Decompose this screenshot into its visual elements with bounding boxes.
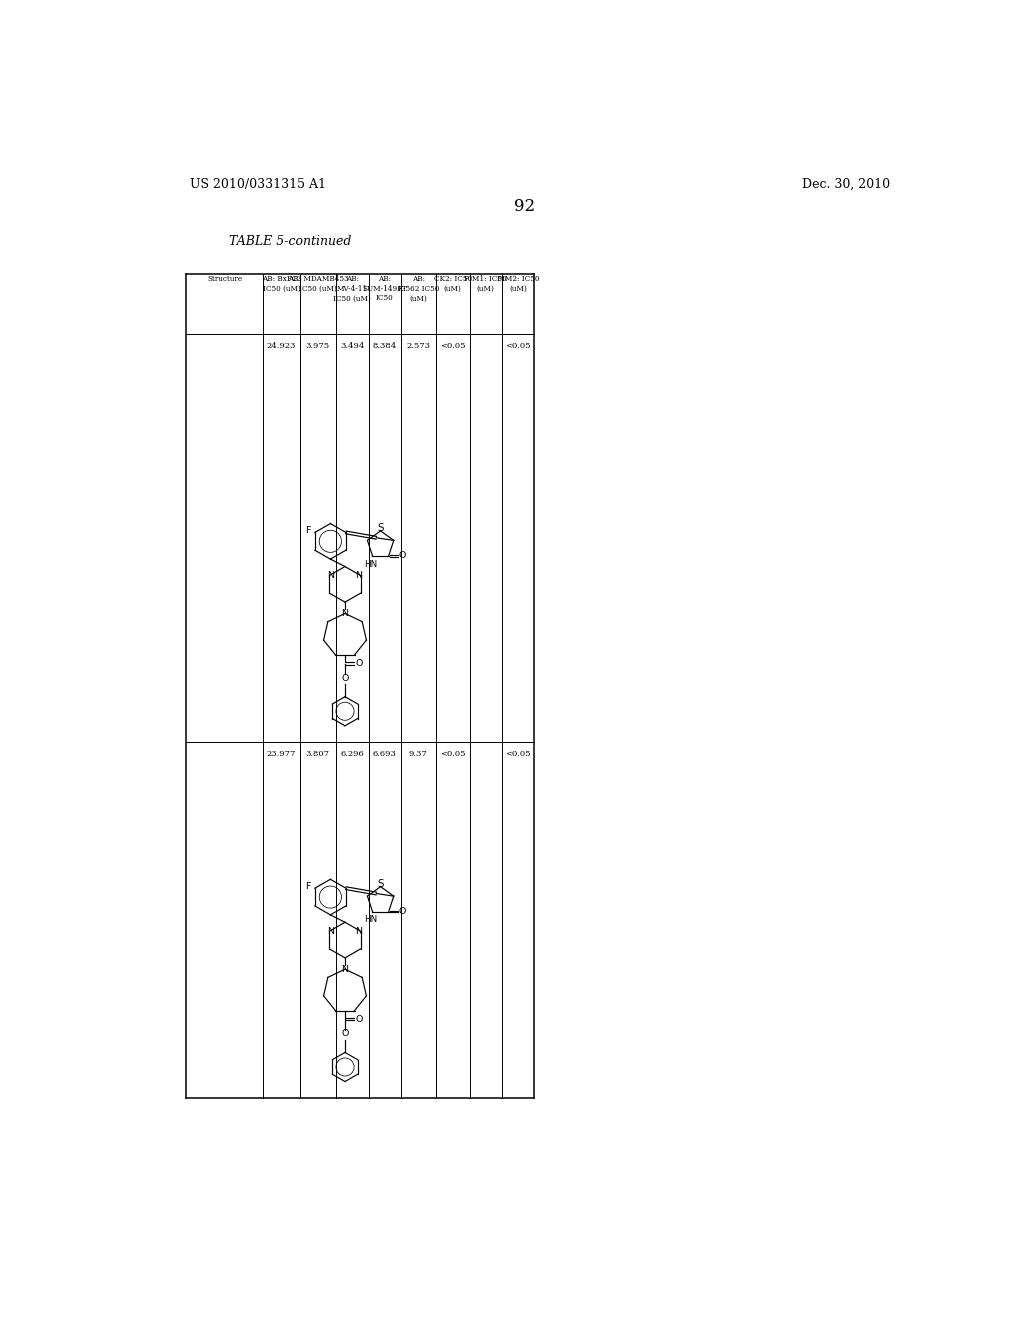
Text: Structure: Structure (207, 276, 242, 284)
Text: Dec. 30, 2010: Dec. 30, 2010 (802, 178, 891, 190)
Text: 3.807: 3.807 (306, 750, 330, 758)
Text: N: N (341, 965, 348, 974)
Text: AB: MDAMB453
IC50 (uM): AB: MDAMB453 IC50 (uM) (288, 276, 348, 293)
Text: S: S (378, 879, 384, 888)
Text: 8.384: 8.384 (373, 342, 397, 350)
Text: CK2: IC50
(uM): CK2: IC50 (uM) (433, 276, 472, 293)
Text: F: F (305, 882, 311, 891)
Text: 24.923: 24.923 (267, 342, 296, 350)
Text: PIM1: IC50
(uM): PIM1: IC50 (uM) (464, 276, 507, 293)
Text: AB: BxPC3
IC50 (uM): AB: BxPC3 IC50 (uM) (261, 276, 301, 293)
Text: AB:
MV-4-11
IC50 (uM): AB: MV-4-11 IC50 (uM) (334, 276, 372, 302)
Text: O: O (341, 1030, 349, 1039)
Text: TABLE 5-continued: TABLE 5-continued (228, 235, 351, 248)
Text: 3.494: 3.494 (340, 342, 365, 350)
Text: PIM2: IC50
(uM): PIM2: IC50 (uM) (497, 276, 539, 293)
Text: O: O (355, 659, 362, 668)
Text: S: S (378, 523, 384, 533)
Text: 6.693: 6.693 (373, 750, 397, 758)
Text: N: N (355, 927, 362, 936)
Text: O: O (398, 907, 407, 916)
Text: N: N (328, 927, 335, 936)
Text: 6.296: 6.296 (341, 750, 365, 758)
Text: O: O (341, 673, 349, 682)
Text: N: N (355, 572, 362, 579)
Text: <0.05: <0.05 (440, 750, 466, 758)
Text: 9.37: 9.37 (409, 750, 428, 758)
Text: 23.977: 23.977 (267, 750, 296, 758)
Text: HN: HN (365, 560, 378, 569)
Text: F: F (305, 527, 311, 536)
Text: 92: 92 (514, 198, 536, 215)
Text: 3.975: 3.975 (306, 342, 330, 350)
Text: O: O (398, 552, 407, 560)
Text: O: O (355, 1015, 362, 1024)
Text: AB:
SUM-149PT
IC50: AB: SUM-149PT IC50 (362, 276, 408, 302)
Text: AB:
K-562 IC50
(uM): AB: K-562 IC50 (uM) (397, 276, 439, 302)
Text: HN: HN (365, 915, 378, 924)
Text: US 2010/0331315 A1: US 2010/0331315 A1 (190, 178, 326, 190)
Text: <0.05: <0.05 (505, 750, 530, 758)
Text: N: N (328, 572, 335, 579)
Text: 2.573: 2.573 (407, 342, 430, 350)
Text: N: N (341, 609, 348, 618)
Text: <0.05: <0.05 (505, 342, 530, 350)
Text: <0.05: <0.05 (440, 342, 466, 350)
